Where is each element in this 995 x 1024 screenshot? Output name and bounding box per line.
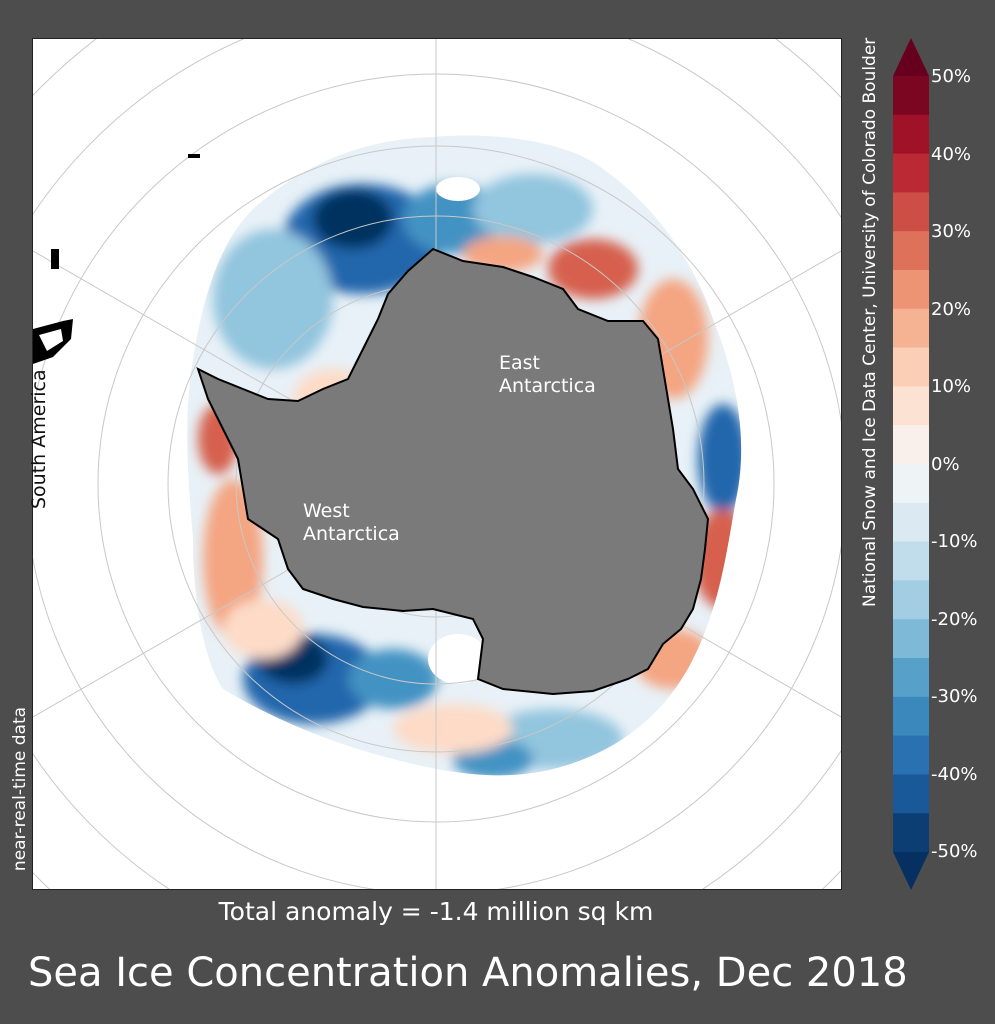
- colorbar-tick-label: -50%: [931, 841, 978, 862]
- total-anomaly-text: Total anomaly = -1.4 million sq km: [218, 897, 654, 926]
- antarctica-landmass: [196, 247, 710, 696]
- colorbar-band: [893, 270, 929, 310]
- colorbar-band: [893, 308, 929, 349]
- near-real-time-note: near-real-time data: [10, 706, 30, 872]
- colorbar-band: [893, 735, 929, 775]
- colorbar-bands: [893, 76, 929, 853]
- colorbar-band: [893, 231, 929, 271]
- colorbar-band: [893, 425, 929, 465]
- colorbar-band: [893, 192, 929, 232]
- colorbar-tick-label: 30%: [931, 221, 972, 242]
- colorbar-band: [893, 464, 929, 504]
- colorbar-band: [893, 658, 929, 698]
- colorbar-band: [893, 619, 929, 659]
- colorbar-band: [893, 580, 929, 620]
- colorbar-tick-label: -10%: [931, 531, 978, 552]
- colorbar: [893, 38, 929, 890]
- colorbar-tick-label: 20%: [931, 298, 972, 320]
- colorbar-band: [893, 153, 929, 193]
- antarctic-map: [33, 39, 841, 889]
- east-antarctica-label-line1: East: [499, 352, 540, 374]
- colorbar-top-arrow: [893, 38, 929, 76]
- colorbar-band: [893, 386, 929, 426]
- east-antarctica-label: East Antarctica: [499, 352, 596, 398]
- south-america-land: [39, 329, 63, 351]
- colorbar-tick-label: 0%: [931, 453, 960, 475]
- colorbar-tick-label: 40%: [931, 143, 972, 165]
- colorbar-bottom-arrow: [893, 852, 929, 890]
- east-antarctica-label-line2: Antarctica: [499, 375, 596, 397]
- colorbar-tick-label: 50%: [931, 66, 972, 87]
- west-antarctica-label: West Antarctica: [303, 500, 400, 546]
- west-antarctica-label-line2: Antarctica: [303, 523, 400, 545]
- colorbar-band: [893, 347, 929, 387]
- colorbar-band: [893, 774, 929, 814]
- colorbar-band: [893, 696, 929, 737]
- colorbar-band: [893, 541, 929, 581]
- colorbar-band: [893, 114, 929, 155]
- south-america-label: South America: [28, 369, 50, 509]
- colorbar-band: [893, 76, 929, 116]
- colorbar-tick-label: -40%: [931, 763, 978, 785]
- colorbar-band: [893, 502, 929, 543]
- west-antarctica-label-line1: West: [303, 500, 350, 522]
- colorbar-band: [893, 813, 929, 853]
- colorbar-tick-label: -20%: [931, 608, 978, 630]
- page-title: Sea Ice Concentration Anomalies, Dec 201…: [28, 950, 908, 996]
- credit-text: National Snow and Ice Data Center, Unive…: [860, 37, 880, 607]
- colorbar-tick-label: 10%: [931, 376, 972, 397]
- colorbar-tick-label: -30%: [931, 686, 978, 707]
- map-panel: East Antarctica West Antarctica: [32, 38, 842, 890]
